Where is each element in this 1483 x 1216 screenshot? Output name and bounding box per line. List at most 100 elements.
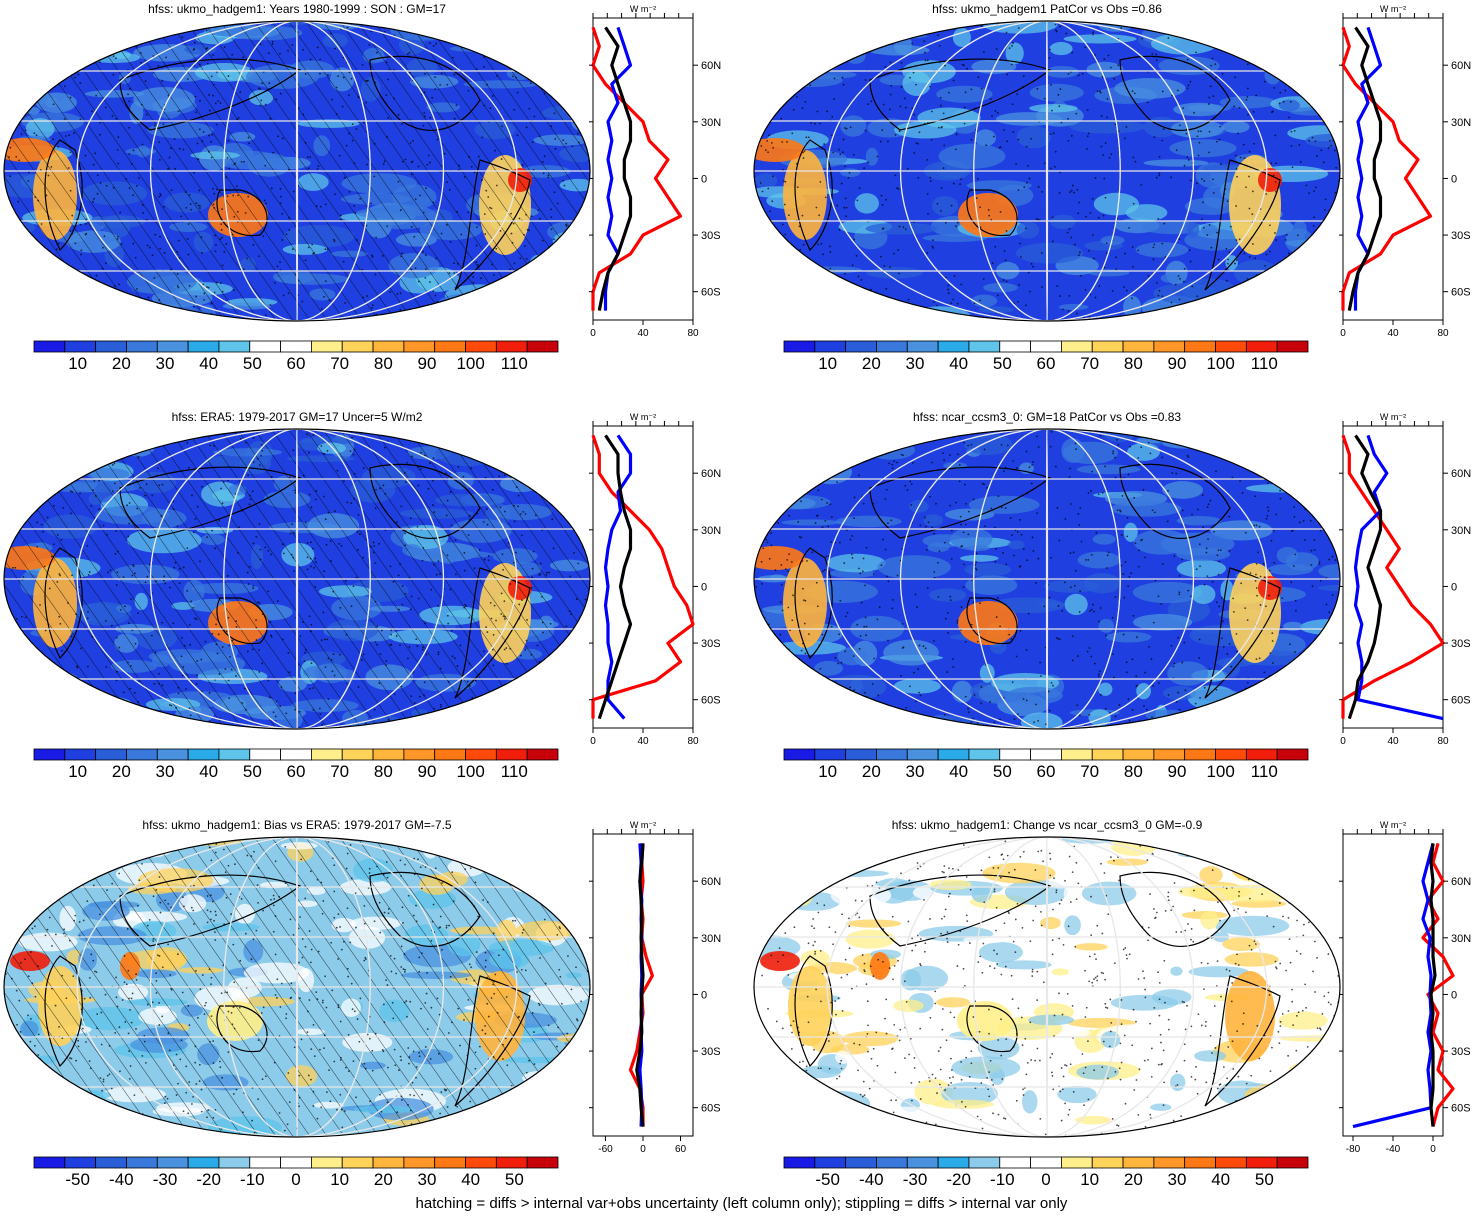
- colorbar-label: -10: [240, 1170, 265, 1189]
- colorbar-label: 50: [243, 354, 262, 373]
- colorbar-swatch: [65, 1157, 96, 1168]
- colorbar-swatch: [496, 1157, 527, 1168]
- profile-xtick-label: 0: [1340, 736, 1346, 747]
- profile-lat-label: 30N: [1451, 117, 1471, 129]
- colorbar-swatch: [1216, 749, 1247, 760]
- colorbar-swatch: [96, 749, 127, 760]
- colorbar-swatch: [1154, 1157, 1185, 1168]
- colorbar-swatch: [1061, 749, 1092, 760]
- profile-xtick-label: -40: [1386, 1144, 1401, 1155]
- colorbar-label: -30: [903, 1170, 928, 1189]
- colorbar-swatch: [1185, 341, 1216, 352]
- profile-xtick-label: 0: [640, 1144, 646, 1155]
- colorbar-swatch: [250, 1157, 281, 1168]
- panel-5: hfss: ukmo_hadgem1: Bias vs ERA5: 1979-2…: [0, 816, 733, 1216]
- colorbar-swatch: [342, 1157, 373, 1168]
- profile-unit: W m⁻²: [1380, 820, 1406, 830]
- colorbar-label: 0: [1041, 1170, 1050, 1189]
- colorbar-swatch: [311, 341, 342, 352]
- colorbar-swatch: [34, 341, 65, 352]
- colorbar-label: 90: [418, 354, 437, 373]
- colorbar-swatch: [815, 749, 846, 760]
- profile-lat-label: 60N: [701, 876, 721, 888]
- colorbar-swatch: [157, 749, 188, 760]
- colorbar-swatch: [527, 1157, 558, 1168]
- colorbar-swatch: [96, 1157, 127, 1168]
- map: [750, 0, 1362, 331]
- colorbar-swatch: [342, 749, 373, 760]
- colorbar-label: -40: [859, 1170, 884, 1189]
- colorbar-label: 80: [374, 354, 393, 373]
- colorbar-swatch: [1031, 1157, 1062, 1168]
- colorbar-swatch: [34, 1157, 65, 1168]
- colorbar-label: 100: [1206, 762, 1234, 781]
- colorbar-swatch: [281, 1157, 312, 1168]
- colorbar-swatch: [876, 341, 907, 352]
- profile-lat-label: 30S: [701, 230, 721, 242]
- colorbar-swatch: [1123, 341, 1154, 352]
- colorbar-label: 100: [1206, 354, 1234, 373]
- colorbar-swatch: [846, 1157, 877, 1168]
- colorbar-swatch: [311, 1157, 342, 1168]
- colorbar-label: 50: [1255, 1170, 1274, 1189]
- colorbar-label: 70: [1080, 354, 1099, 373]
- colorbar-label: 10: [818, 354, 837, 373]
- profile-lat-label: 0: [701, 581, 707, 593]
- colorbar-label: 10: [68, 354, 87, 373]
- colorbar-swatch: [527, 341, 558, 352]
- colorbar-swatch: [435, 341, 466, 352]
- colorbar-swatch: [1277, 1157, 1308, 1168]
- map: [0, 0, 600, 330]
- colorbar-label: 110: [1251, 354, 1278, 373]
- colorbar-swatch: [1246, 1157, 1277, 1168]
- colorbar-swatch: [1246, 341, 1277, 352]
- panel-6: hfss: ukmo_hadgem1: Change vs ncar_ccsm3…: [750, 816, 1483, 1216]
- profile-lat-label: 30N: [701, 525, 721, 537]
- profile-lat-label: 30N: [1451, 525, 1471, 537]
- colorbar-label: 30: [156, 354, 175, 373]
- colorbar-label: 70: [330, 762, 349, 781]
- profile-lat-label: 60S: [701, 1103, 721, 1115]
- profile-xtick-label: -60: [598, 1144, 613, 1155]
- colorbar-swatch: [435, 749, 466, 760]
- colorbar-label: 40: [461, 1170, 480, 1189]
- colorbar-swatch: [96, 341, 127, 352]
- colorbar-swatch: [1154, 341, 1185, 352]
- colorbar-swatch: [250, 341, 281, 352]
- panel-3: hfss: ERA5: 1979-2017 GM=17 Uncer=5 W/m2…: [0, 408, 733, 808]
- colorbar-label: 30: [1168, 1170, 1187, 1189]
- colorbar-swatch: [65, 341, 96, 352]
- map: [0, 408, 612, 739]
- profile-xtick-label: 0: [1430, 1144, 1436, 1155]
- colorbar-swatch: [496, 749, 527, 760]
- colorbar-label: 100: [456, 354, 484, 373]
- colorbar-label: 30: [156, 762, 175, 781]
- profile-lat-label: 30N: [1451, 933, 1471, 945]
- profile-lat-label: 60S: [701, 287, 721, 299]
- colorbar-label: 100: [456, 762, 484, 781]
- colorbar-label: 40: [199, 762, 218, 781]
- profile-xtick-label: 0: [1340, 328, 1346, 339]
- colorbar-swatch: [969, 341, 1000, 352]
- colorbar-label: -10: [990, 1170, 1015, 1189]
- colorbar-label: 50: [505, 1170, 524, 1189]
- profile-xtick-label: -80: [1346, 1144, 1361, 1155]
- colorbar-label: 70: [330, 354, 349, 373]
- colorbar-label: 20: [862, 354, 881, 373]
- profile-xtick-label: 60: [675, 1144, 687, 1155]
- colorbar-swatch: [907, 749, 938, 760]
- colorbar-swatch: [1123, 749, 1154, 760]
- colorbar-swatch: [404, 341, 435, 352]
- colorbar-swatch: [1277, 341, 1308, 352]
- profile-xtick-label: 40: [1387, 736, 1399, 747]
- colorbar-swatch: [126, 749, 157, 760]
- profile-unit: W m⁻²: [630, 412, 656, 422]
